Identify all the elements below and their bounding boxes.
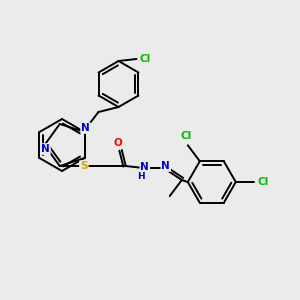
Text: N: N xyxy=(140,162,149,172)
Text: O: O xyxy=(113,138,122,148)
Text: Cl: Cl xyxy=(180,131,191,141)
Text: H: H xyxy=(137,172,145,181)
Text: Cl: Cl xyxy=(140,54,151,64)
Text: S: S xyxy=(80,161,88,171)
Text: N: N xyxy=(41,144,50,154)
Text: N: N xyxy=(161,161,170,171)
Text: Cl: Cl xyxy=(257,177,269,187)
Text: N: N xyxy=(81,123,90,133)
